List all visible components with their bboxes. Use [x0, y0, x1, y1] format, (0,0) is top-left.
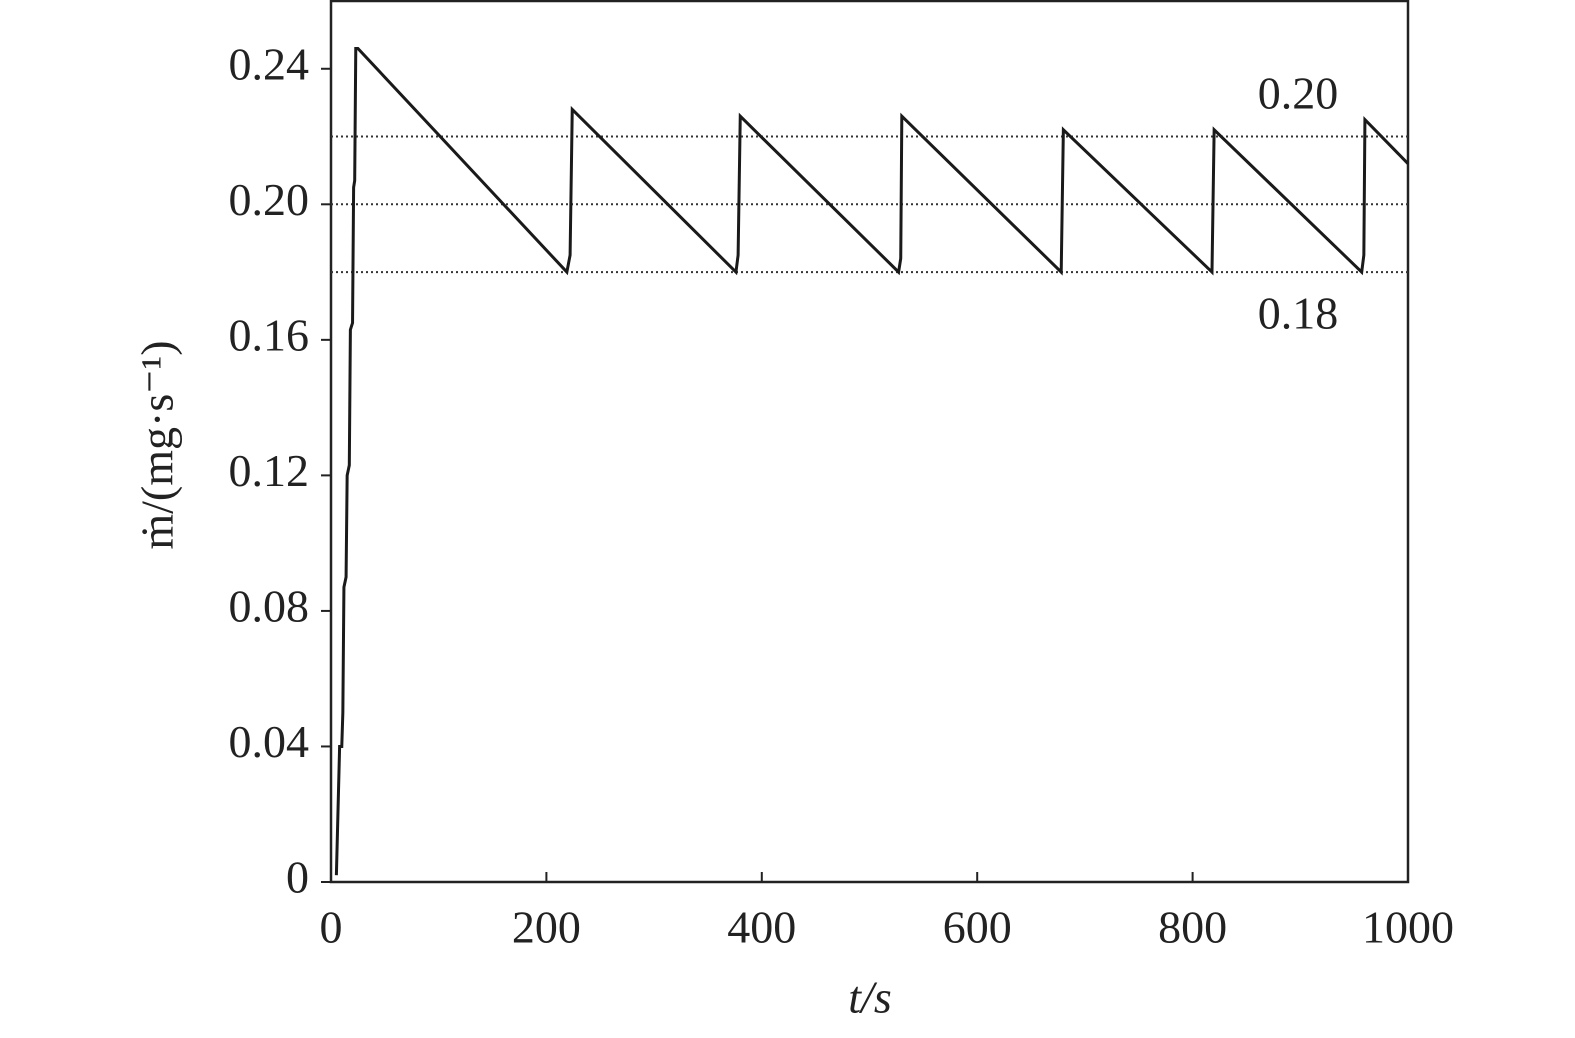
- x-tick-label: 0: [320, 902, 343, 953]
- y-tick-label: 0.08: [229, 580, 310, 631]
- x-tick-label: 800: [1158, 902, 1227, 953]
- plot-frame: [329, 0, 1410, 884]
- x-tick-label: 600: [943, 902, 1012, 953]
- y-tick-label: 0.24: [229, 38, 310, 89]
- x-axis-label: t/s: [848, 972, 891, 1023]
- data-line: [334, 46, 1410, 876]
- y-tick-label: 0.04: [229, 716, 310, 767]
- annotation: 0.20: [1258, 68, 1339, 119]
- annotation: 0.18: [1258, 288, 1339, 339]
- y-axis-label: ṁ/(mg·s⁻¹): [132, 340, 183, 549]
- y-tick-label: 0.12: [229, 445, 310, 496]
- x-tick-label: 1000: [1362, 902, 1454, 953]
- x-tick-label: 400: [727, 902, 796, 953]
- y-tick-label: 0.20: [229, 174, 310, 225]
- x-tick-label: 200: [512, 902, 581, 953]
- y-tick-label: 0: [286, 852, 309, 903]
- y-tick-label: 0.16: [229, 309, 310, 360]
